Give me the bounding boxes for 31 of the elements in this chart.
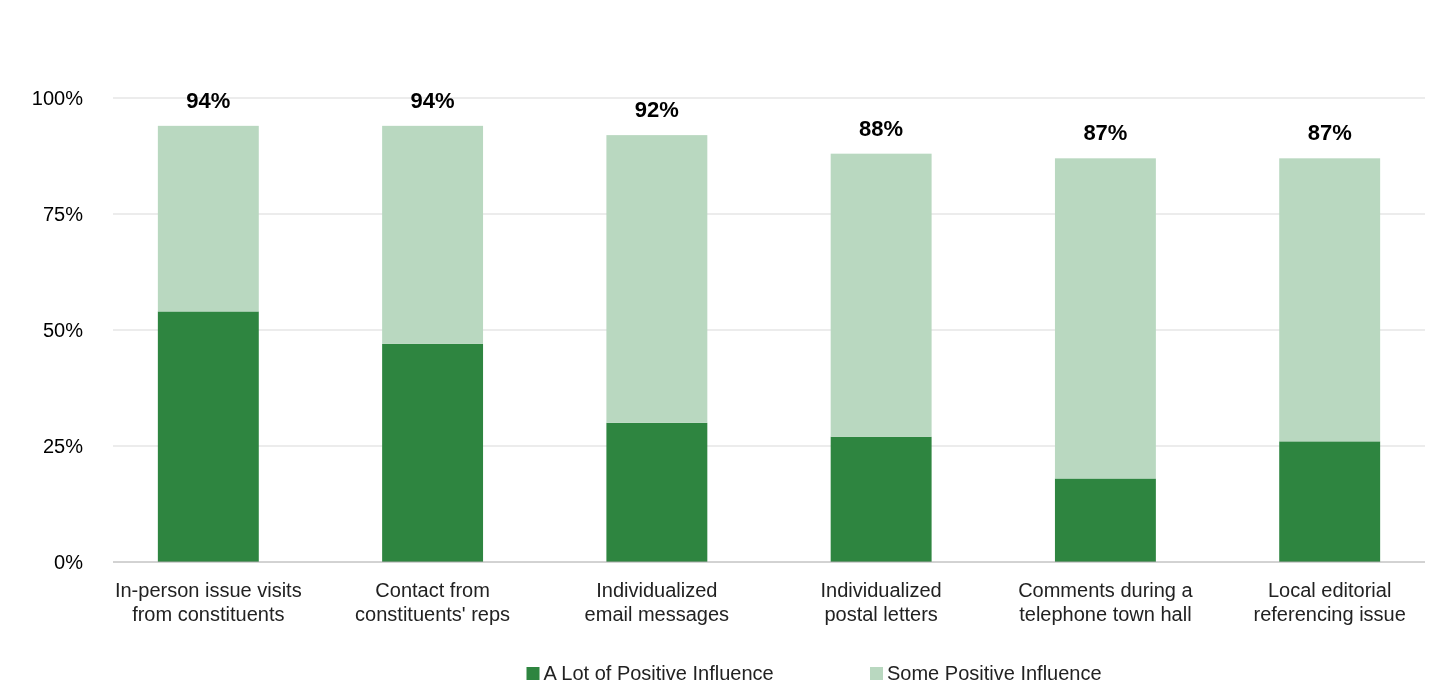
total-label: 94% — [410, 87, 455, 113]
legend-label: A Lot of Positive Influence — [543, 662, 774, 684]
bar — [830, 153, 932, 437]
bar — [1279, 441, 1381, 562]
y-tick-label: 75% — [42, 203, 84, 225]
legend-label: Some Positive Influence — [887, 662, 1102, 684]
total-label: 87% — [1307, 120, 1352, 146]
y-tick-label: 100% — [31, 87, 84, 109]
bar — [157, 125, 259, 312]
y-tick-label: 0% — [54, 551, 84, 573]
x-tick-label: Contact from constituents' reps — [355, 579, 511, 625]
x-tick-label: Individualized email messages — [584, 579, 730, 625]
y-tick-label: 50% — [42, 319, 84, 341]
total-label: 94% — [186, 87, 231, 113]
bar — [1054, 478, 1156, 562]
bar — [382, 125, 484, 344]
bar — [1054, 158, 1156, 479]
x-tick-label: Local editorial referencing issue — [1253, 579, 1406, 625]
bar — [157, 311, 259, 562]
bar — [382, 343, 484, 562]
total-label: 88% — [859, 115, 904, 141]
bar — [606, 422, 708, 562]
bar — [830, 436, 932, 562]
bar — [606, 135, 708, 423]
x-tick-label: Individualized postal letters — [820, 579, 942, 625]
x-tick-label: Comments during a telephone town hall — [1018, 579, 1194, 625]
y-tick-label: 25% — [42, 435, 84, 457]
total-label: 92% — [634, 97, 679, 123]
bar — [1279, 158, 1381, 442]
x-tick-label: In-person issue visits from constituents — [114, 579, 302, 625]
total-label: 87% — [1083, 120, 1128, 146]
